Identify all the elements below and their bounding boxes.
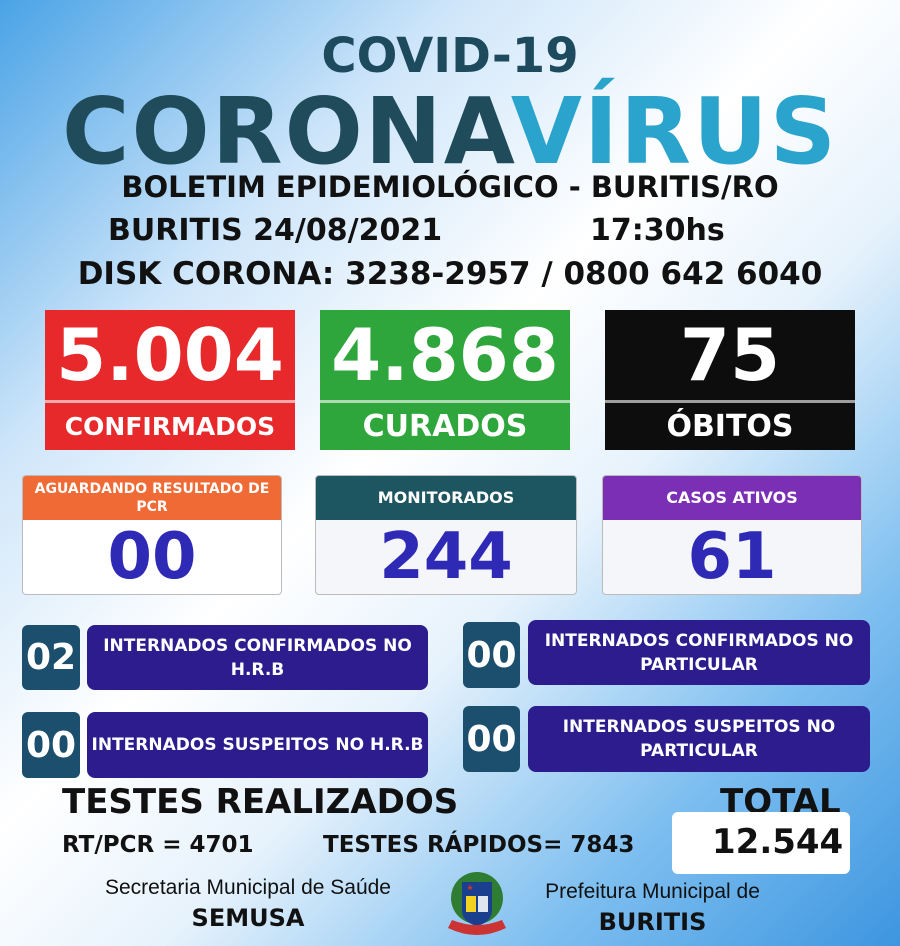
card-title: CASOS ATIVOS [603,476,861,520]
semusa-text: SEMUSA [191,904,305,932]
card-title: MONITORADOS [316,476,576,520]
card-monitored: MONITORADOS 244 [315,475,577,595]
hosp-label: INTERNADOS SUSPEITOS NO H.R.B [87,712,428,778]
buritis-coat-of-arms-icon [440,868,515,940]
hosp-value: 00 [463,622,520,688]
title-corona: CORONA [62,78,511,185]
phone-line: DISK CORONA: 3238-2957 / 0800 642 6040 [77,256,823,292]
stat-value: 4.868 [331,313,559,397]
hosp-label: INTERNADOS CONFIRMADOS NO H.R.B [87,625,428,690]
stat-recovered: 4.868 CURADOS [320,310,570,450]
hosp-value: 00 [463,706,520,772]
stat-value: 75 [679,313,781,397]
time: 17:30hs [590,213,725,248]
secretaria-text: Secretaria Municipal de Saúde [104,876,391,899]
stat-deaths: 75 ÓBITOS [605,310,855,450]
hosp-value: 02 [22,625,80,690]
rapid-test-count: TESTES RÁPIDOS= 7843 [323,832,635,858]
date: BURITIS 24/08/2021 [108,213,443,248]
rtpcr-count: RT/PCR = 4701 [62,832,254,858]
stat-value: 5.004 [56,313,284,397]
hosp-value: 00 [22,712,80,778]
stat-label: CURADOS [320,400,570,450]
stat-confirmed: 5.004 CONFIRMADOS [45,310,295,450]
title-virus: VÍRUS [510,78,838,185]
card-value: 00 [107,520,197,594]
page-title: CORONAVÍRUS [0,78,900,185]
subtitle: COVID-19 [321,28,579,84]
bulletin-title: BOLETIM EPIDEMIOLÓGICO - BURITIS/RO [121,170,779,204]
stat-label: CONFIRMADOS [45,400,295,450]
total-box [672,812,850,874]
stat-label: ÓBITOS [605,400,855,450]
card-active-cases: CASOS ATIVOS 61 [602,475,862,595]
card-value: 61 [687,520,777,594]
total-value: 12.544 [712,822,844,862]
card-title: AGUARDANDO RESULTADO DE PCR [23,476,281,520]
hosp-label: INTERNADOS CONFIRMADOS NO PARTICULAR [528,620,870,685]
card-value: 244 [379,520,513,594]
hosp-label: INTERNADOS SUSPEITOS NO PARTICULAR [528,706,870,772]
card-pending-pcr: AGUARDANDO RESULTADO DE PCR 00 [22,475,282,595]
tests-title: TESTES REALIZADOS [62,782,459,822]
city-name: BURITIS [598,908,707,936]
prefeitura-text: Prefeitura Municipal de [545,880,760,903]
